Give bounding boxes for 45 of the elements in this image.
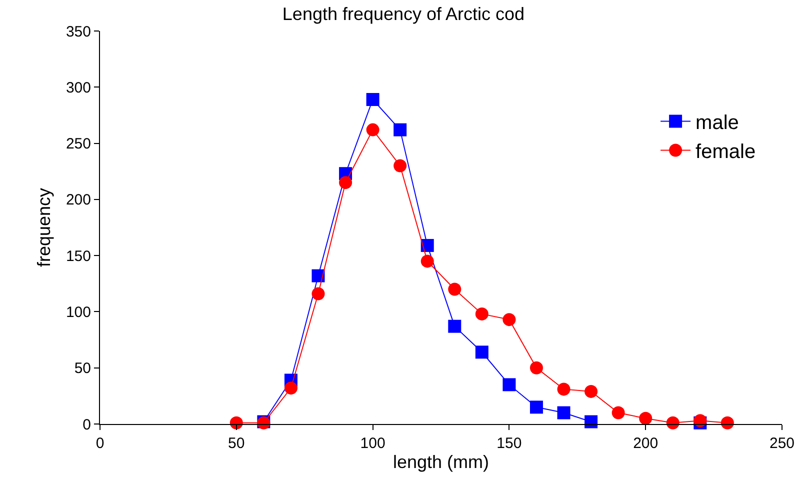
point xyxy=(666,416,680,430)
point xyxy=(420,238,434,252)
point xyxy=(312,269,325,282)
y-tick-label: 100 xyxy=(66,304,91,321)
point xyxy=(420,254,434,268)
legend-label: female xyxy=(696,141,756,164)
point xyxy=(366,92,380,106)
x-tick-label: 50 xyxy=(228,435,245,452)
x-tick-label: 0 xyxy=(96,435,104,452)
chart-title: Length frequency of Arctic cod xyxy=(282,4,525,24)
point xyxy=(584,415,598,428)
point xyxy=(339,176,352,190)
x-tick-label: 150 xyxy=(496,435,522,452)
y-tick-label: 50 xyxy=(74,360,91,378)
y-axis-title: frequency xyxy=(34,188,54,268)
point xyxy=(612,406,625,420)
point xyxy=(502,313,516,326)
y-tick-label: 150 xyxy=(66,248,91,265)
x-tick-label: 200 xyxy=(633,435,658,452)
y-tick-label: 200 xyxy=(66,192,91,209)
point xyxy=(448,320,462,333)
point xyxy=(639,412,652,425)
point xyxy=(394,159,407,172)
point xyxy=(366,123,380,136)
point xyxy=(312,287,325,300)
x-axis-title: length (mm) xyxy=(392,452,490,472)
y-tick-label: 250 xyxy=(66,136,91,153)
point xyxy=(448,282,462,296)
point xyxy=(475,307,488,320)
point xyxy=(530,400,543,414)
x-tick-label: 250 xyxy=(769,435,795,452)
y-tick-label: 300 xyxy=(66,79,91,96)
point xyxy=(557,382,570,396)
point xyxy=(284,382,298,395)
y-tick-label: 350 xyxy=(66,23,91,40)
legend-label: male xyxy=(696,112,739,134)
point xyxy=(394,123,407,136)
point xyxy=(475,346,488,359)
point xyxy=(502,378,516,392)
point xyxy=(557,406,570,420)
point xyxy=(584,384,598,398)
point xyxy=(530,361,543,374)
point xyxy=(720,416,734,430)
y-tick-label: 0 xyxy=(82,416,91,434)
x-tick-label: 100 xyxy=(360,435,386,452)
